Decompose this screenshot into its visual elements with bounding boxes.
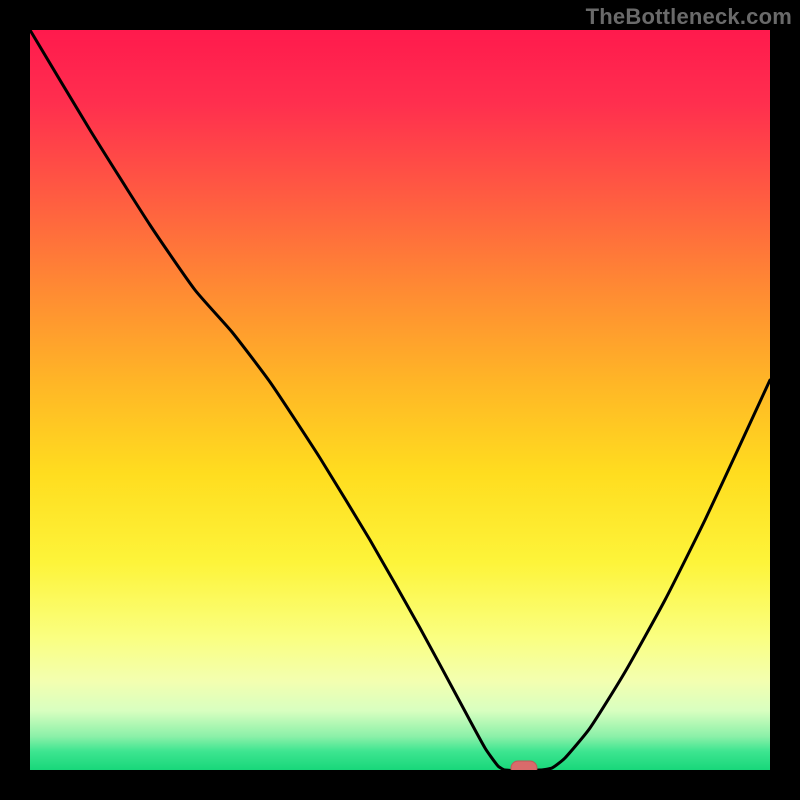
frame-bottom (0, 770, 800, 800)
frame-left (0, 0, 30, 800)
chart-svg (0, 0, 800, 800)
frame-right (770, 0, 800, 800)
plot-background (30, 30, 770, 770)
watermark-text: TheBottleneck.com (586, 4, 792, 30)
